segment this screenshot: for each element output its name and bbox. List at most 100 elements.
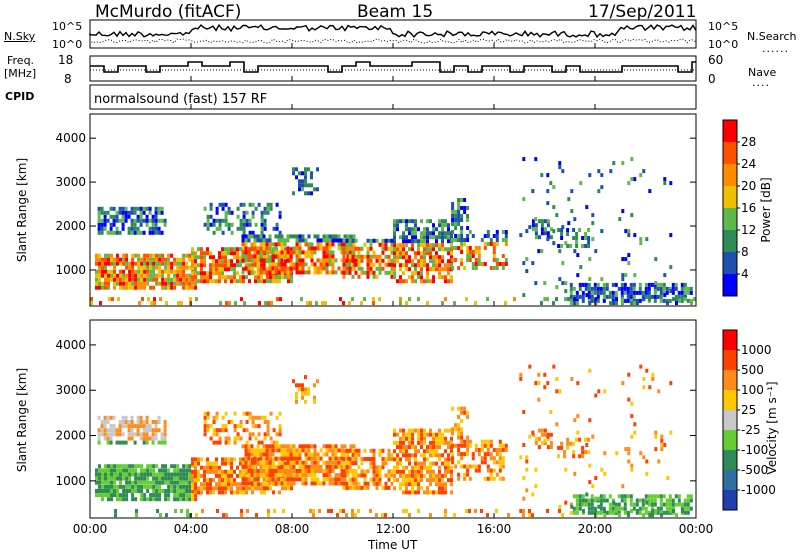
echo-cell [104, 273, 107, 278]
echo-cell [546, 219, 550, 224]
echo-cell [90, 297, 93, 302]
echo-cell [269, 255, 272, 260]
echo-cell [274, 262, 278, 267]
echo-cell [90, 301, 93, 306]
echo-cell [221, 271, 224, 276]
echo-cell [402, 509, 405, 513]
echo-cell [284, 486, 287, 491]
echo-cell [241, 254, 245, 259]
echo-cell [405, 279, 408, 284]
echo-cell [185, 253, 189, 258]
echo-cell [457, 452, 461, 457]
echo-cell [241, 238, 245, 243]
echo-cell [110, 269, 113, 274]
echo-cell [160, 218, 164, 223]
echo-cell [498, 262, 502, 266]
echo-cell [247, 238, 251, 243]
echo-cell [471, 464, 475, 469]
echo-cell [312, 513, 315, 518]
echo-cell [597, 504, 601, 509]
echo-cell [351, 452, 355, 457]
echo-cell [101, 281, 104, 286]
echo-cell [689, 298, 693, 303]
echo-cell [489, 472, 493, 477]
echo-cell [420, 243, 423, 248]
echo-cell [584, 244, 588, 248]
echo-cell [435, 227, 438, 232]
echo-cell [307, 167, 310, 172]
echo-cell [242, 275, 245, 280]
echo-cell [119, 257, 122, 262]
echo-cell [203, 465, 206, 470]
echo-cell [125, 281, 129, 286]
echo-cell [272, 247, 275, 252]
echo-cell [253, 481, 257, 486]
date-title: 17/Sep/2011 [588, 2, 697, 22]
echo-cell [405, 267, 408, 272]
echo-cell [396, 440, 399, 445]
echo-cell [466, 452, 470, 457]
echo-cell [399, 482, 402, 487]
echo-cell [127, 424, 131, 429]
velocity-colorbar-segment [723, 370, 737, 391]
echo-cell [399, 235, 402, 240]
echo-cell [342, 270, 346, 275]
echo-cell [185, 497, 189, 502]
echo-cell [307, 469, 311, 473]
echo-cell [295, 167, 298, 172]
echo-cell [618, 217, 622, 222]
echo-cell [334, 270, 338, 275]
echo-cell [121, 440, 125, 445]
echo-cell [627, 181, 631, 186]
echo-cell [441, 231, 444, 236]
echo-cell [534, 441, 538, 445]
echo-cell [587, 294, 591, 299]
echo-cell [354, 481, 358, 486]
echo-cell [182, 273, 186, 278]
echo-cell [128, 277, 132, 282]
echo-cell [663, 273, 667, 278]
echo-cell [221, 457, 224, 462]
echo-cell [310, 246, 314, 251]
echo-cell [408, 219, 411, 224]
echo-cell [191, 473, 194, 478]
echo-cell [151, 226, 155, 231]
echo-cell [501, 262, 505, 266]
echo-cell [212, 255, 215, 260]
echo-cell [135, 513, 138, 518]
echo-cell [345, 258, 349, 263]
echo-cell [250, 469, 254, 473]
echo-cell [686, 510, 690, 515]
echo-cell [596, 286, 600, 291]
echo-cell [109, 440, 113, 445]
echo-cell [441, 490, 444, 495]
echo-cell [393, 457, 396, 462]
echo-cell [460, 431, 464, 436]
echo-cell [160, 432, 164, 437]
echo-cell [301, 250, 305, 255]
echo-cell [372, 477, 376, 482]
echo-cell [441, 453, 444, 458]
echo-cell [239, 457, 242, 462]
echo-cell [278, 267, 281, 272]
echo-cell [466, 415, 470, 419]
echo-cell [200, 247, 203, 252]
echo-cell [200, 457, 203, 462]
echo-cell [268, 452, 272, 457]
echo-cell [266, 202, 270, 207]
echo-cell [283, 444, 287, 449]
echo-cell [146, 484, 150, 489]
echo-cell [125, 489, 129, 493]
echo-cell [351, 509, 354, 513]
echo-cell [501, 476, 505, 481]
echo-cell [558, 509, 561, 513]
echo-cell [351, 246, 355, 251]
echo-cell [342, 485, 346, 490]
echo-cell [125, 273, 129, 278]
echo-cell [125, 472, 129, 477]
echo-cell [393, 239, 396, 244]
echo-cell [304, 460, 308, 465]
echo-cell [460, 262, 464, 266]
echo-cell [357, 473, 361, 478]
echo-cell [477, 254, 481, 258]
